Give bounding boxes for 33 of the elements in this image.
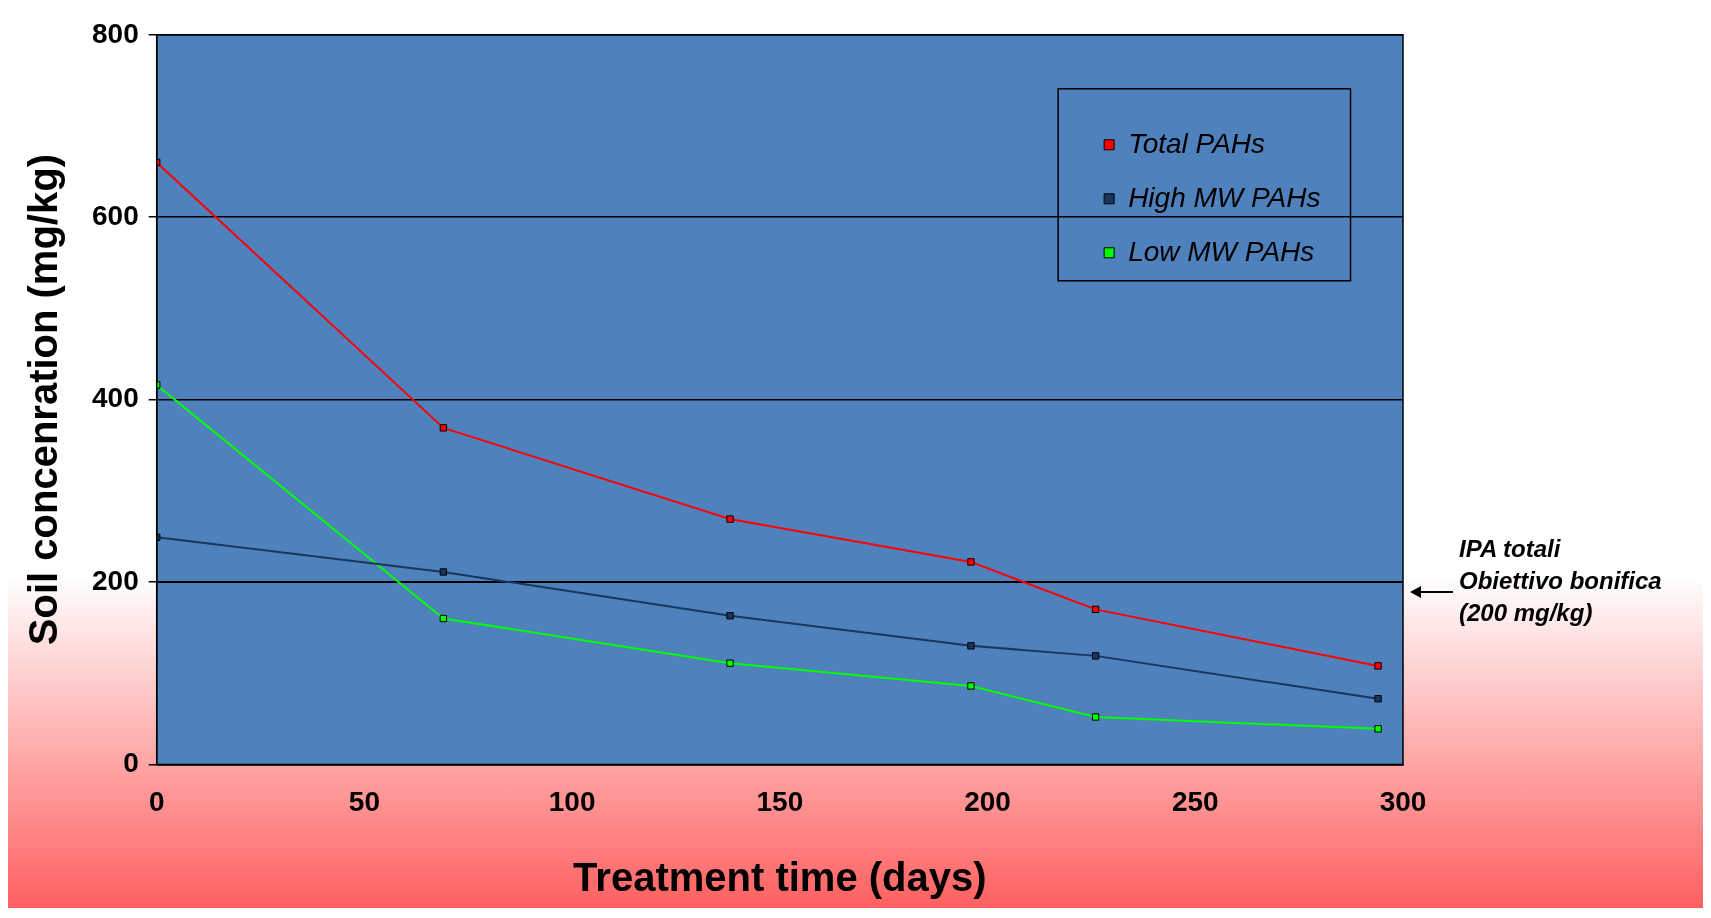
x-tick-label: 150 <box>756 785 804 817</box>
point <box>1091 652 1100 660</box>
legend-label: High MW PAHs <box>1128 181 1321 213</box>
legend-label: Low MW PAHs <box>1128 235 1315 267</box>
x-tick-label: 100 <box>548 785 596 817</box>
point <box>439 568 448 576</box>
x-tick-label: 300 <box>1379 785 1427 817</box>
point <box>439 424 448 432</box>
point <box>967 682 975 690</box>
x-tick-label: 200 <box>964 785 1011 817</box>
x-axis-title: Treatment time (days) <box>573 855 987 900</box>
y-tick-label: 400 <box>92 382 139 414</box>
legend-label: Total PAHs <box>1128 127 1266 159</box>
x-tick-label: 250 <box>1171 785 1219 817</box>
y-tick-label: 0 <box>123 747 139 779</box>
point <box>726 515 734 523</box>
point <box>1091 713 1100 721</box>
point <box>726 659 734 667</box>
ref-line-label: IPA totali Obiettivo bonifica (200 mg/kg) <box>1459 534 1662 626</box>
point <box>967 558 975 566</box>
point <box>726 612 734 620</box>
point <box>1091 605 1100 614</box>
y-axis-title: Soil concenration (mg/kg) <box>21 154 66 646</box>
point <box>1374 662 1382 670</box>
y-tick-label: 600 <box>92 199 139 231</box>
point <box>967 642 975 650</box>
point <box>1374 725 1382 733</box>
x-tick-label: 0 <box>148 785 165 817</box>
point <box>1374 695 1382 703</box>
y-tick-label: 800 <box>92 17 139 49</box>
x-tick-label: 50 <box>348 785 381 817</box>
y-tick-label: 200 <box>92 564 139 596</box>
point <box>439 614 448 623</box>
